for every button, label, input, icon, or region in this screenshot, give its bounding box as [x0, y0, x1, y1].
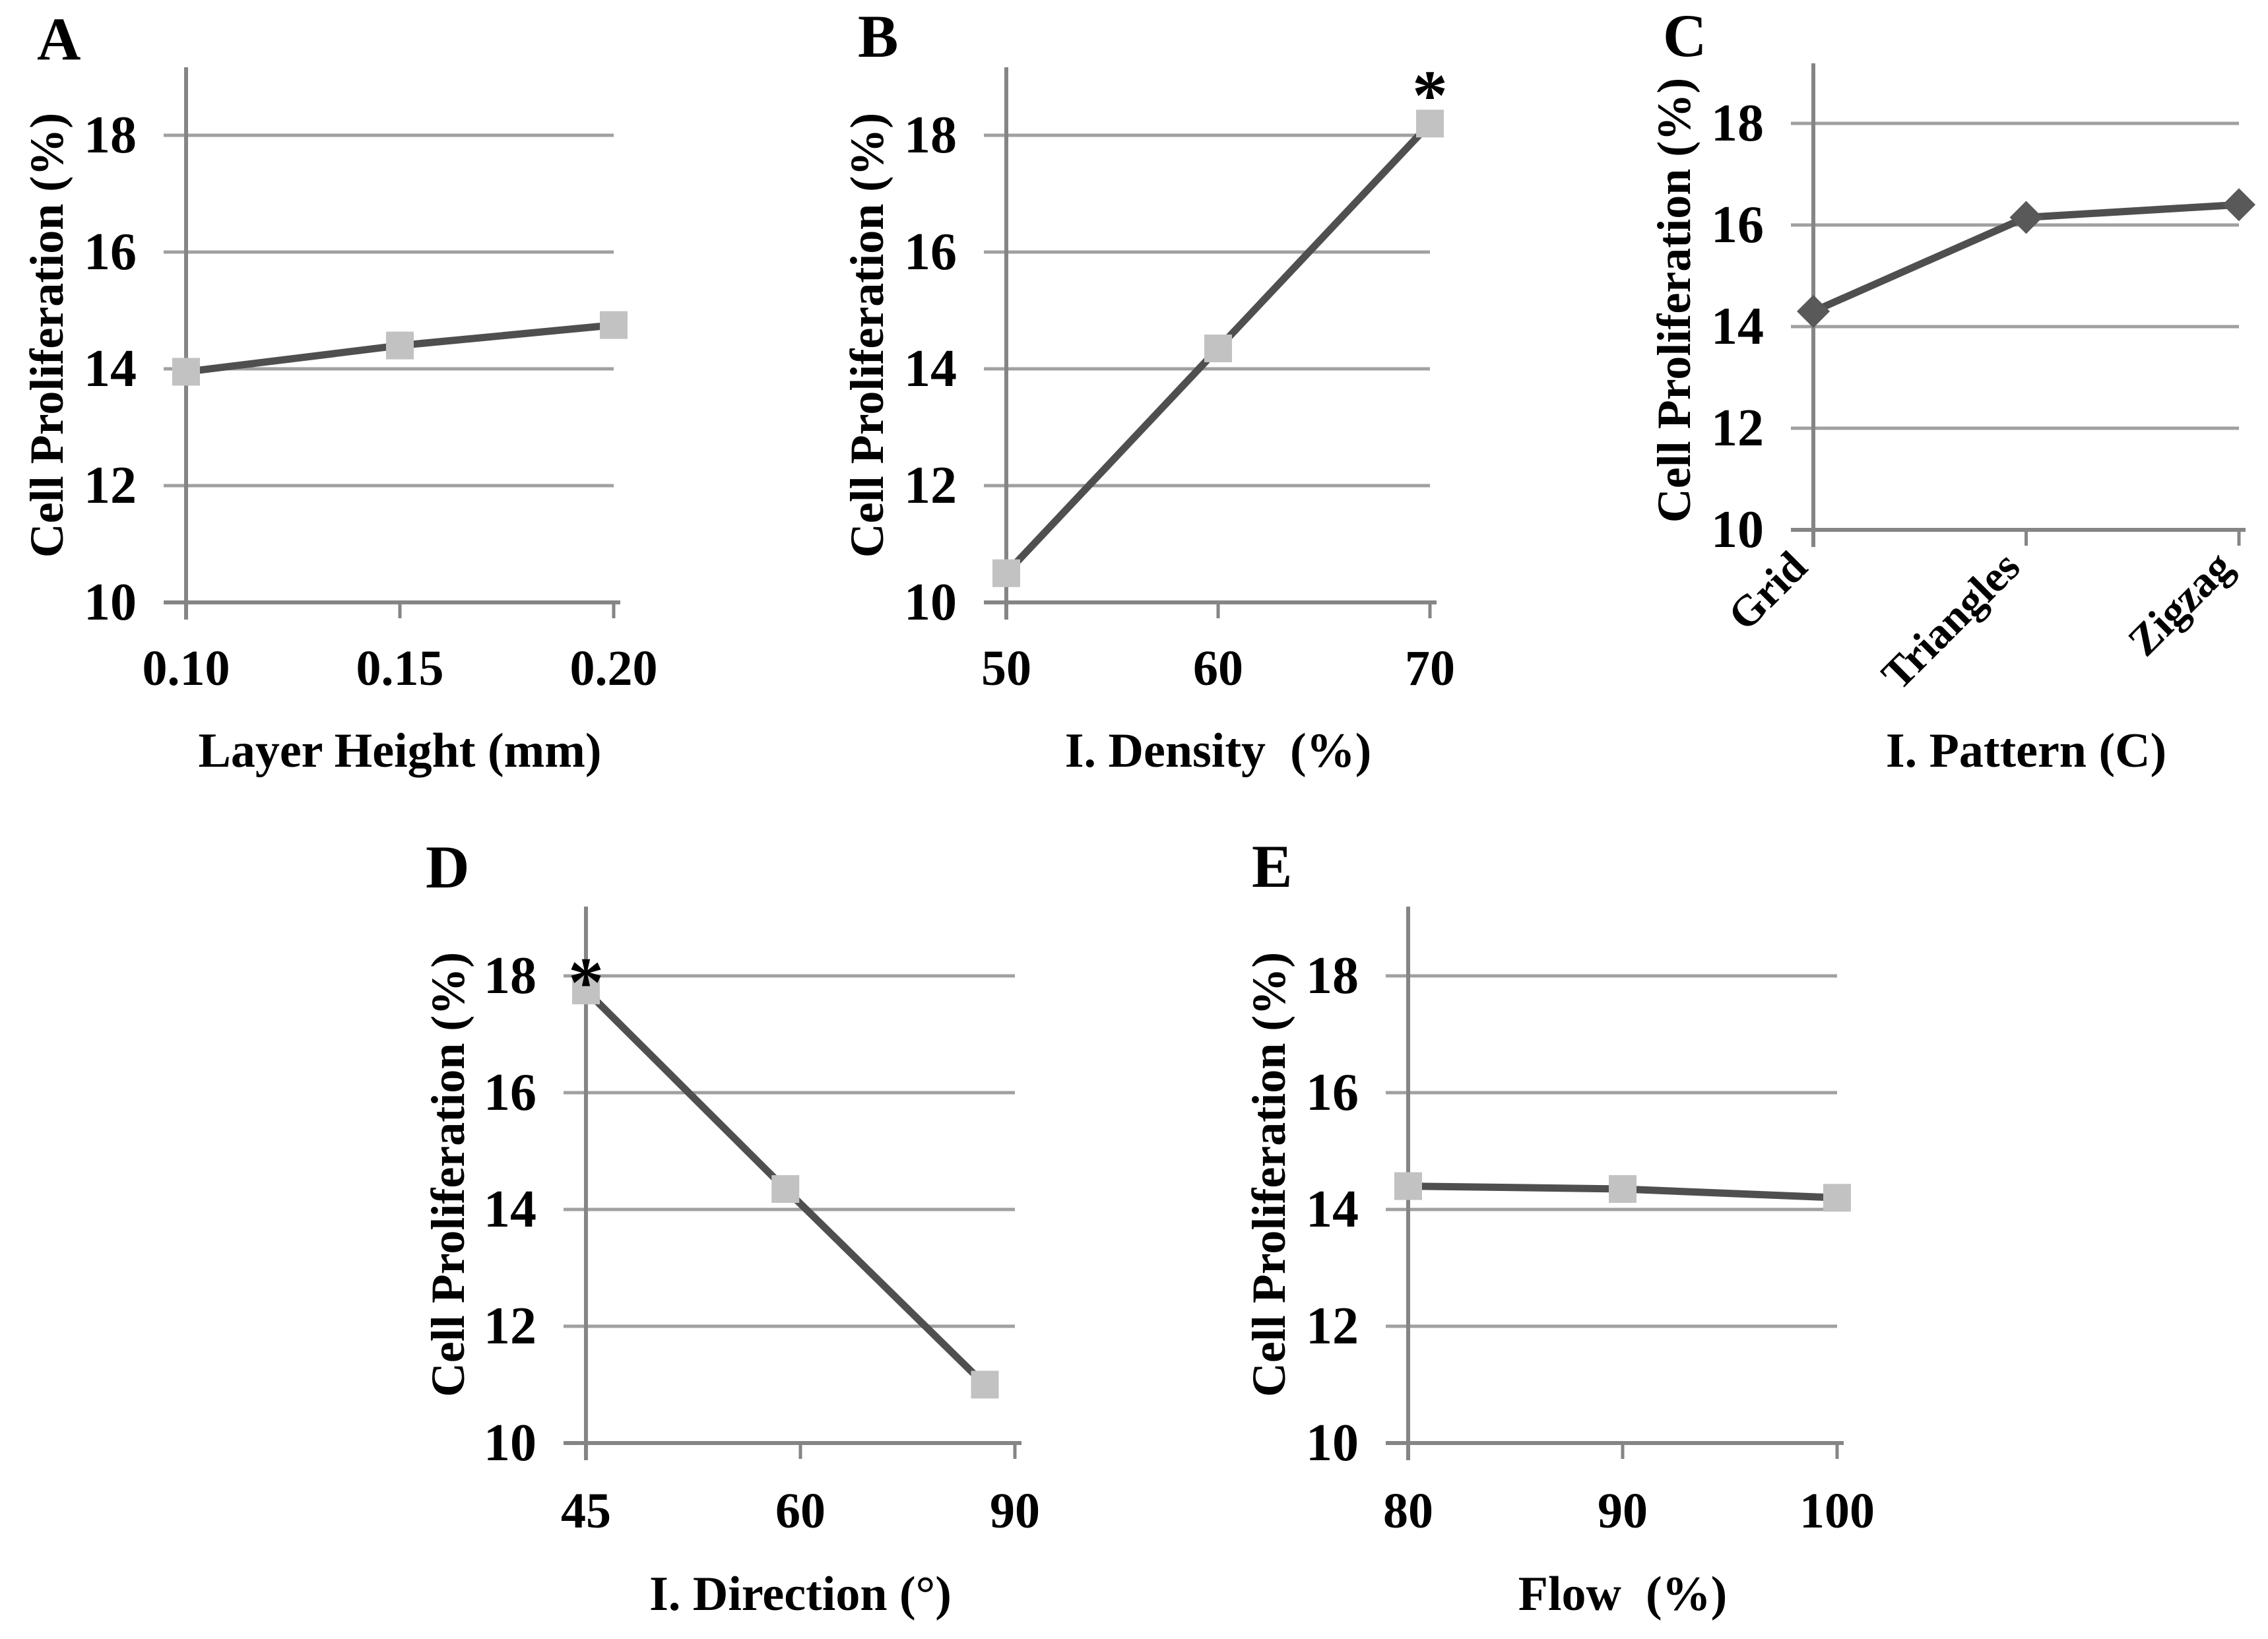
panel-c-ylabel: Cell Proliferation (%) [1648, 78, 1701, 523]
panel-e-xtick-label-1: 90 [1598, 1483, 1648, 1539]
panel-c-ytick-label-12: 12 [1711, 399, 1764, 457]
panel-d-ytick-label-14: 14 [484, 1180, 536, 1238]
panel-b-xlabel: I. Density (%) [1065, 724, 1372, 778]
panel-c-marker-1 [2009, 201, 2043, 234]
panel-d-xtick-label-2: 90 [990, 1483, 1040, 1539]
panel-d-ytick-label-16: 16 [484, 1064, 536, 1122]
panel-a-xtick-label-0: 0.10 [143, 641, 230, 696]
panel-b-significance-asterisk: * [1412, 56, 1448, 135]
panel-e-marker-2 [1823, 1184, 1851, 1212]
panel-c-xtick-label-2: Zigzag [2119, 542, 2242, 665]
panel-e-xtick-label-2: 100 [1799, 1483, 1875, 1539]
panel-e-ytick-label-16: 16 [1306, 1064, 1359, 1122]
panel-a-xlabel: Layer Height (mm) [198, 724, 601, 778]
panel-b-xtick-label-1: 60 [1193, 641, 1243, 696]
panel-b-marker-2 [1416, 110, 1444, 138]
panel-a-marker-0 [172, 358, 200, 386]
panel-d-marker-0 [572, 977, 600, 1005]
panel-b-marker-0 [992, 559, 1020, 587]
panel-c-marker-2 [2222, 188, 2255, 222]
panel-a-ytick-label-16: 16 [84, 223, 137, 281]
panel-a-xtick-label-2: 0.20 [570, 641, 658, 696]
panel-d-marker-2 [971, 1370, 999, 1399]
panel-c-xlabel: I. Pattern (C) [1886, 724, 2166, 778]
panel-c-xtick-label-1: Triangles [1873, 542, 2029, 699]
panel-c-ytick-label-16: 16 [1711, 196, 1764, 254]
panel-c-marker-0 [1797, 294, 1830, 328]
panel-b-ytick-label-10: 10 [904, 573, 957, 631]
panel-a-ytick-label-14: 14 [84, 340, 137, 398]
panel-b-xtick-label-2: 70 [1405, 641, 1455, 696]
panel-e-ytick-label-18: 18 [1306, 947, 1359, 1005]
panel-e-marker-0 [1394, 1172, 1422, 1200]
panel-a-ytick-label-18: 18 [84, 106, 137, 164]
panel-e-xtick-label-0: 80 [1383, 1483, 1433, 1539]
panel-b-xtick-label-0: 50 [981, 641, 1031, 696]
panel-b-ytick-label-14: 14 [904, 340, 957, 398]
panel-e-letter: E [1252, 833, 1292, 900]
panel-a-ytick-label-10: 10 [84, 573, 137, 631]
panel-e-ytick-label-12: 12 [1306, 1297, 1359, 1355]
panel-b-ytick-label-18: 18 [904, 106, 957, 164]
panel-d-xtick-label-0: 45 [561, 1483, 611, 1539]
panel-d-xtick-label-1: 60 [775, 1483, 826, 1539]
panel-a-ylabel: Cell Proliferation (%) [20, 113, 73, 558]
panel-a-ytick-label-12: 12 [84, 457, 137, 515]
panel-a-marker-1 [386, 331, 414, 360]
panel-c-ytick-label-10: 10 [1711, 501, 1764, 559]
panel-c-ytick-label-18: 18 [1711, 94, 1764, 152]
panel-d-xlabel: I. Direction (°) [649, 1567, 952, 1621]
panel-d-ytick-label-12: 12 [484, 1297, 536, 1355]
panel-a-marker-2 [600, 311, 628, 339]
panel-b-marker-1 [1204, 335, 1232, 363]
panel-d-letter: D [426, 833, 469, 901]
panel-d-ytick-label-10: 10 [484, 1414, 536, 1472]
panel-b-ytick-label-16: 16 [904, 223, 957, 281]
panel-e-ytick-label-14: 14 [1306, 1180, 1359, 1238]
panel-b-letter: B [858, 3, 898, 70]
panel-a-letter: A [37, 5, 81, 73]
panel-c-ytick-label-14: 14 [1711, 298, 1764, 356]
panel-b-ytick-label-12: 12 [904, 457, 957, 515]
panel-b-ylabel: Cell Proliferation (%) [841, 113, 893, 558]
panel-d-ylabel: Cell Proliferation (%) [422, 952, 474, 1397]
panel-e-ytick-label-10: 10 [1306, 1414, 1359, 1472]
panel-c-letter: C [1663, 2, 1706, 69]
panel-e-xlabel: Flow (%) [1518, 1567, 1728, 1621]
panel-e-marker-1 [1609, 1175, 1636, 1204]
panel-e-ylabel: Cell Proliferation (%) [1243, 952, 1295, 1397]
panel-d-ytick-label-18: 18 [484, 947, 536, 1005]
panel-d-marker-1 [771, 1175, 800, 1204]
panel-d-significance-asterisk: * [568, 944, 604, 1022]
panel-a-xtick-label-1: 0.15 [356, 641, 444, 696]
